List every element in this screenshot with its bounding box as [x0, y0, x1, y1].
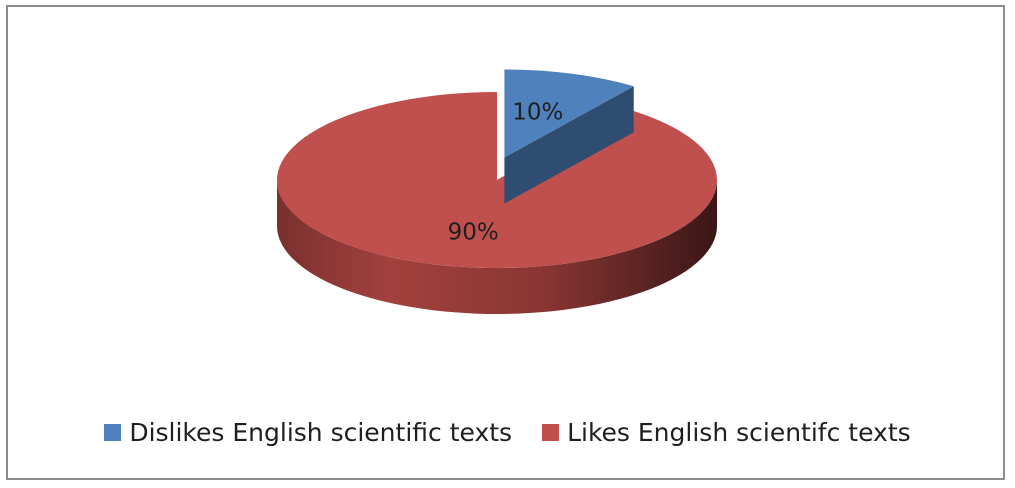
- pie-side-likes: [277, 180, 717, 314]
- legend: Dislikes English scientific texts Likes …: [0, 410, 1015, 454]
- legend-item-dislikes: Dislikes English scientific texts: [104, 418, 512, 447]
- pie-slice-dislikes: [504, 69, 634, 158]
- legend-label-likes: Likes English scientifc texts: [567, 417, 911, 447]
- data-label-dislikes: 10%: [512, 99, 563, 125]
- legend-swatch-likes: [542, 423, 560, 441]
- pie-wall-dislikes-1: [504, 86, 634, 204]
- data-label-likes: 90%: [448, 219, 499, 245]
- legend-swatch-dislikes: [104, 423, 122, 441]
- legend-item-likes: Likes English scientifc texts: [542, 418, 911, 447]
- legend-label-dislikes: Dislikes English scientific texts: [129, 417, 513, 447]
